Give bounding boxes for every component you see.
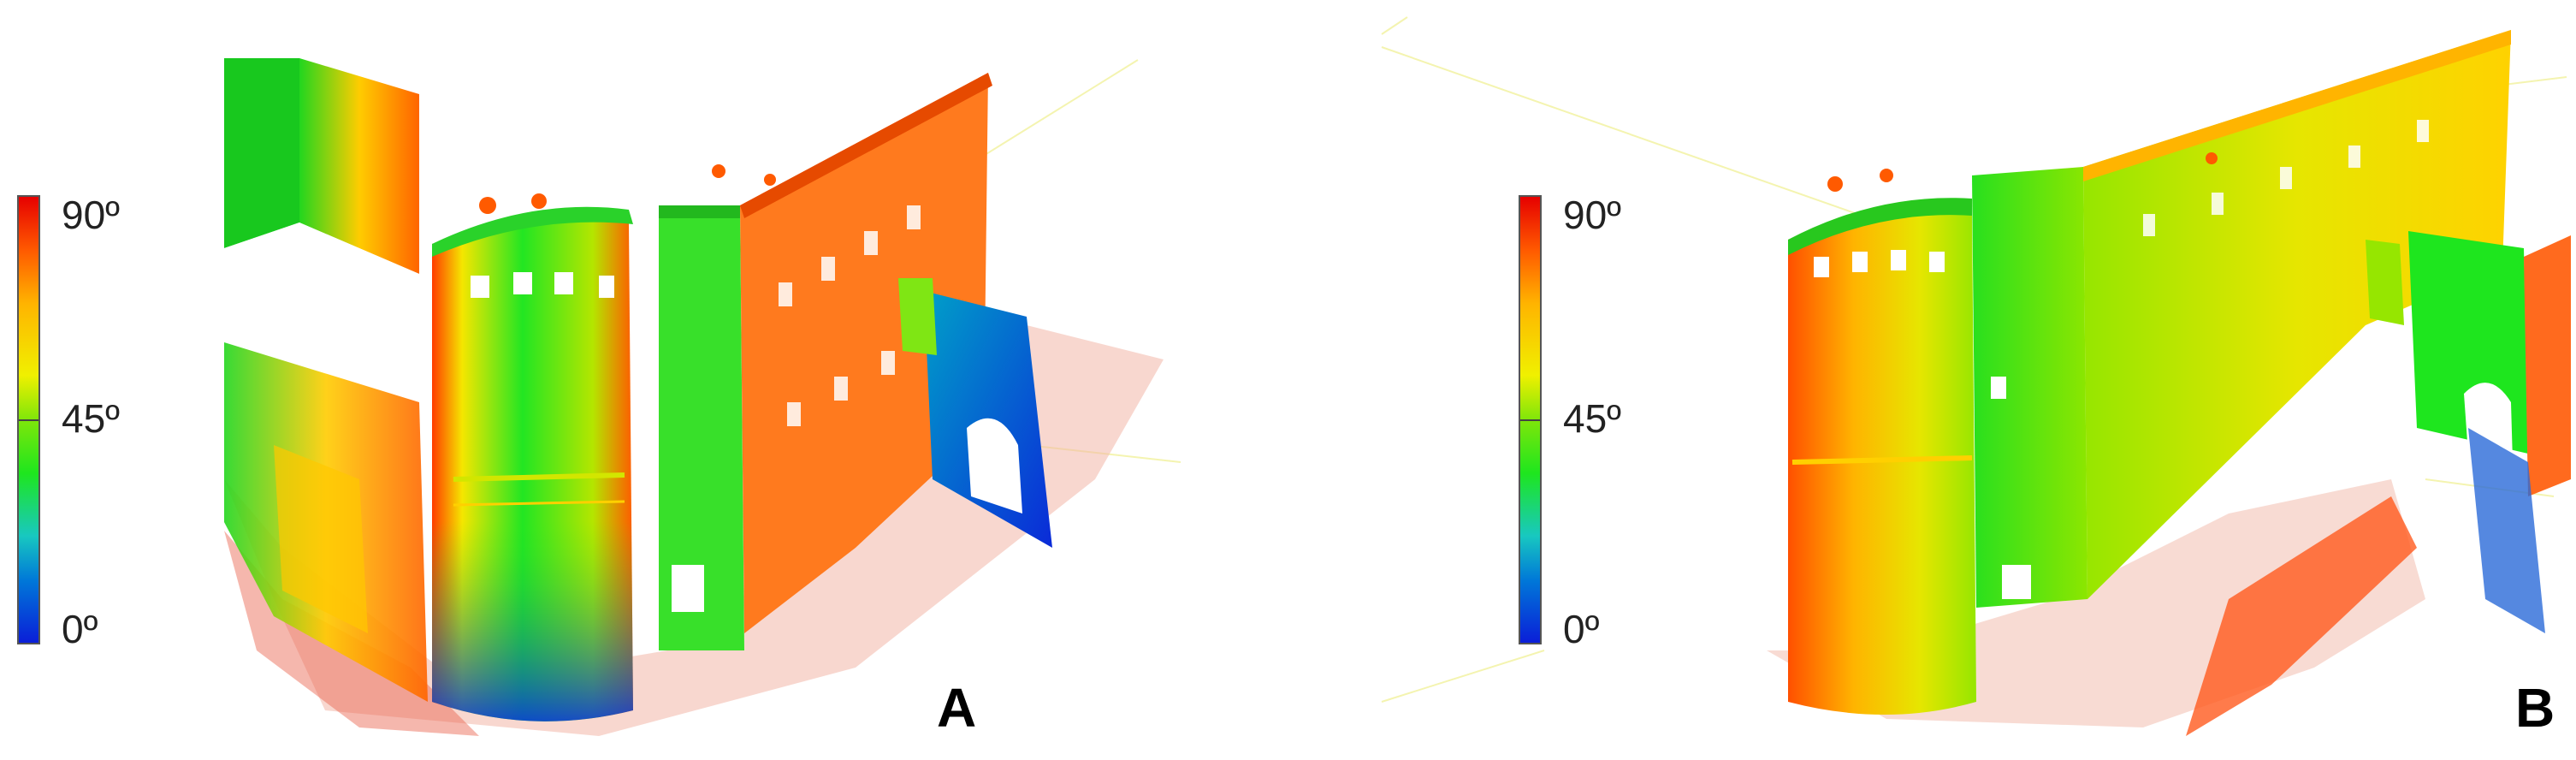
panel-b: 90º 45º 0º B bbox=[1288, 0, 2576, 760]
colorbar-label-45: 45º bbox=[62, 396, 120, 441]
angle-colorbar-b bbox=[1519, 195, 1542, 644]
point-cloud-render-a bbox=[224, 58, 1181, 736]
colorbar-label-90: 90º bbox=[1563, 193, 1621, 237]
colorbar-label-90: 90º bbox=[62, 193, 120, 237]
colorbar-midline bbox=[1520, 419, 1540, 421]
panel-letter-b: B bbox=[2515, 677, 2555, 739]
angle-colorbar-a bbox=[17, 195, 40, 644]
colorbar-label-45: 45º bbox=[1563, 396, 1621, 441]
colorbar-midline bbox=[19, 419, 38, 421]
colorbar-label-0: 0º bbox=[1563, 607, 1600, 651]
panel-a: 90º 45º 0º A bbox=[17, 58, 1181, 739]
panel-letter-a: A bbox=[937, 677, 977, 739]
colorbar-label-0: 0º bbox=[62, 607, 98, 651]
point-cloud-render-b bbox=[1381, 16, 2571, 736]
